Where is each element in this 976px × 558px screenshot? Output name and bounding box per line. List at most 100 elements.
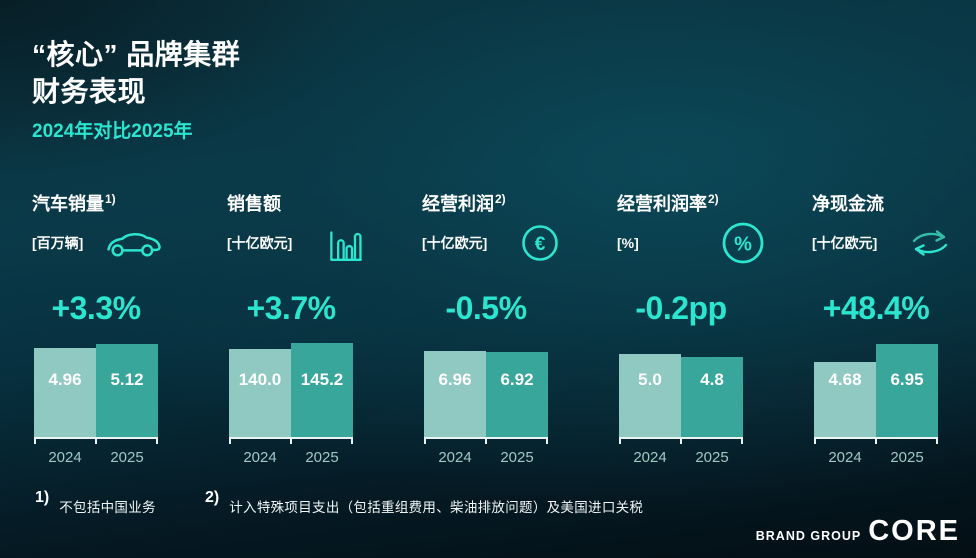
year-label-2025: 2025 [110,449,144,466]
year-label-2025: 2025 [890,449,924,466]
metric-title: 净现金流 [812,190,975,214]
bar-value-2025: 6.92 [500,370,534,389]
bar-2025 [486,352,548,437]
metric-change-value: +48.4% [822,290,930,326]
bar-2025 [876,344,938,437]
bar-2025 [96,344,158,437]
bar-chart-icon [315,222,375,264]
bar-2024 [229,349,291,437]
bar-value-2025: 145.2 [300,370,344,389]
year-label-2024: 2024 [633,449,667,466]
metric-title-text: 汽车销量 [32,194,104,214]
title-line-2: 财务表现 [32,76,147,107]
brand-name: CORE [868,515,960,547]
year-labels: 2024 2025 [229,449,353,466]
bar-2024 [424,351,486,437]
percent-icon: % [713,222,773,264]
metric-footnote-ref: 1) [105,192,116,206]
metric-column-operating-margin: 经营利润率2) % [%] -0.2pp 5.0 4.8 2024 [617,190,780,466]
metric-footnote-ref: 2) [708,192,719,206]
bar-value-2024: 4.68 [828,370,862,389]
metric-unit-row: [十亿欧元] € [422,222,585,264]
bar-group: 6.96 6.92 [424,344,548,437]
year-label-2025: 2025 [305,449,339,466]
metric-title: 销售额 [227,190,390,214]
year-label-2025: 2025 [695,449,729,466]
year-labels: 2024 2025 [619,449,743,466]
brand-prefix: BRAND GROUP [755,529,862,543]
year-label-2024: 2024 [48,449,82,466]
metric-title-text: 净现金流 [812,194,884,214]
metric-title: 经营利润2) [422,190,585,214]
axis-baseline [619,437,743,445]
metric-unit: [%] [617,235,639,251]
bar-value-2024: 6.96 [438,370,472,389]
bar-group: 5.0 4.8 [619,344,743,437]
bar-2024 [34,348,96,437]
bar-2025 [291,343,353,437]
subtitle-comparison-years: 2024年对比2025年 [32,121,193,142]
axis-baseline [229,437,353,445]
metric-change-value: -0.2pp [635,290,727,326]
metric-title-text: 经营利润率 [617,194,707,214]
bar-value-2024: 4.96 [48,370,82,389]
year-labels: 2024 2025 [34,449,158,466]
metric-change-value: +3.3% [51,290,141,326]
bar-2024 [814,362,876,437]
bar-value-2024: 5.0 [638,370,662,389]
footnote-text: 计入特殊项目支出（包括重组费用、柴油排放问题）及美国进口关税 [229,500,644,515]
metric-unit: [十亿欧元] [227,235,293,251]
metric-unit: [百万辆] [32,235,84,251]
metric-unit-row: % [%] [617,222,780,264]
title-line-1: “核心” 品牌集群 [32,39,241,70]
footnote-2: 2) 计入特殊项目支出（包括重组费用、柴油排放问题）及美国进口关税 [205,489,643,516]
metric-unit: [十亿欧元] [422,235,488,251]
bar-2024 [619,354,681,437]
bar-value-2025: 4.8 [700,370,724,389]
year-label-2025: 2025 [500,449,534,466]
bar-value-2024: 140.0 [238,370,282,389]
metric-title: 汽车销量1) [32,190,195,214]
metric-change-value: -0.5% [445,290,527,326]
axis-baseline [34,437,158,445]
percent-symbol: % [734,234,752,256]
metrics-row: 汽车销量1) [百万辆] +3.3% 4.96 5.12 [32,190,975,466]
metric-unit: [十亿欧元] [812,235,878,251]
axis-baseline [424,437,548,445]
year-label-2024: 2024 [828,449,862,466]
euro-icon: € [510,222,570,264]
footnote-marker: 1) [35,489,50,506]
year-labels: 2024 2025 [424,449,548,466]
bar-group: 4.96 5.12 [34,344,158,437]
metric-unit-row: [百万辆] [32,222,195,264]
bar-value-2025: 6.95 [890,370,924,389]
metric-title: 经营利润率2) [617,190,780,214]
year-label-2024: 2024 [438,449,472,466]
euro-symbol: € [535,234,546,255]
metric-column-revenue: 销售额 [十亿欧元] +3.7% 140.0 145.2 [227,190,390,466]
footnote-1: 1) 不包括中国业务 [35,489,156,516]
cash-flow-icon [900,222,960,264]
footnote-marker: 2) [205,489,220,506]
metric-footnote-ref: 2) [495,192,506,206]
metric-column-net-cash-flow: 净现金流 [十亿欧元] +48.4% [812,190,975,466]
year-labels: 2024 2025 [814,449,938,466]
bar-2025 [681,357,743,437]
metric-unit-row: [十亿欧元] [812,222,975,264]
metric-column-vehicle-sales: 汽车销量1) [百万辆] +3.3% 4.96 5.12 [32,190,195,466]
bar-value-2025: 5.12 [110,370,144,389]
bar-group: 4.68 6.95 [814,344,938,437]
metric-title-text: 销售额 [227,194,281,214]
axis-baseline [814,437,938,445]
footnote-text: 不包括中国业务 [59,500,156,515]
brand-logo: BRAND GROUP CORE [756,515,960,548]
page-title: “核心” 品牌集群 财务表现 [32,36,240,110]
bar-group: 140.0 145.2 [229,343,353,437]
metric-column-operating-profit: 经营利润2) [十亿欧元] € -0.5% 6.96 6.92 2024 [422,190,585,466]
metric-title-text: 经营利润 [422,194,494,214]
year-label-2024: 2024 [243,449,277,466]
car-icon [88,222,180,264]
metric-unit-row: [十亿欧元] [227,222,390,264]
metric-change-value: +3.7% [246,290,336,326]
